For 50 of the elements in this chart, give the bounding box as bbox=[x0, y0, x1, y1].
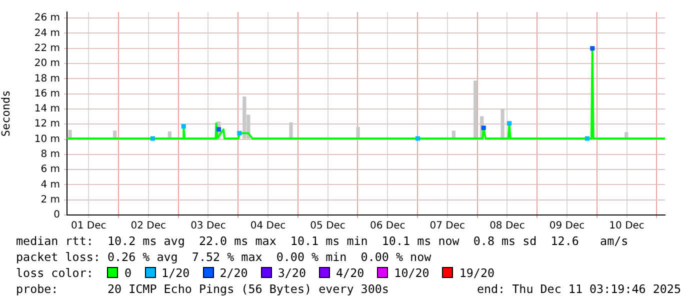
y-tick-label: 0 bbox=[54, 210, 60, 221]
bar bbox=[242, 96, 246, 139]
y-tick-label: 4 m bbox=[40, 179, 60, 190]
y-tick-label: 6 m bbox=[40, 164, 60, 176]
bar bbox=[500, 108, 504, 139]
bar bbox=[474, 80, 478, 139]
x-tick-label: 07 Dec bbox=[430, 220, 466, 232]
point bbox=[416, 136, 420, 141]
legend-label: 19/20 bbox=[458, 266, 495, 280]
point bbox=[507, 121, 512, 126]
y-tick-label: 8 m bbox=[40, 148, 60, 160]
text: end: Thu Dec 11 03:19:46 2025 bbox=[476, 281, 681, 297]
point bbox=[181, 124, 186, 129]
bar bbox=[289, 122, 293, 139]
x-tick-label: 09 Dec bbox=[549, 220, 585, 232]
point bbox=[237, 130, 242, 136]
x-tick-label: 02 Dec bbox=[130, 220, 166, 232]
x-tick-label: 03 Dec bbox=[190, 220, 226, 232]
point bbox=[150, 136, 155, 141]
y-tick-label: 12 m bbox=[34, 118, 60, 130]
legend-label: 2/20 bbox=[218, 266, 248, 280]
x-tick-label: 10 Dec bbox=[609, 220, 644, 232]
legend-label: 10/20 bbox=[393, 266, 430, 280]
y-tick-label: 2 m bbox=[40, 194, 60, 206]
point bbox=[481, 126, 486, 130]
point bbox=[584, 136, 590, 141]
x-tick-label: 04 Dec bbox=[250, 220, 286, 232]
y-tick-label: 20 m bbox=[34, 58, 60, 70]
text: median rtt: 10.2 ms avg 22.0 ms max 10.1 ms min 10.1 ms now 0.8 ms sd 12.6 am/s bbox=[16, 233, 628, 249]
legend-label: 0 bbox=[123, 266, 132, 280]
y-tick-label: 10 m bbox=[34, 134, 60, 145]
legend-label: 4/20 bbox=[335, 266, 364, 280]
x-tick-label: 08 Dec bbox=[490, 220, 525, 232]
y-tick-label: 22 m bbox=[34, 42, 60, 54]
x-tick-label: 06 Dec bbox=[370, 220, 406, 232]
y-tick-label: 24 m bbox=[34, 28, 60, 39]
legend-label: 1/20 bbox=[160, 266, 190, 280]
legend-title: loss color: bbox=[16, 266, 94, 280]
point bbox=[590, 46, 595, 51]
y-tick-label: 26 m bbox=[34, 12, 60, 24]
x-tick-label: 01 Dec bbox=[70, 220, 106, 232]
legend-label: 3/20 bbox=[276, 266, 306, 280]
text: probe: 20 ICMP Echo Pings (56 Bytes) every 300s bbox=[16, 281, 389, 297]
x-tick-label: 05 Dec bbox=[310, 220, 346, 232]
y-tick-label: 14 m bbox=[34, 104, 60, 115]
y-axis-title: Seconds bbox=[0, 90, 12, 137]
point bbox=[216, 127, 222, 132]
y-tick-label: 18 m bbox=[34, 73, 60, 84]
text: packet loss: 0.26 % avg 7.52 % max 0.00 % min 0.00 % now bbox=[16, 249, 432, 265]
y-tick-label: 16 m bbox=[34, 88, 60, 100]
